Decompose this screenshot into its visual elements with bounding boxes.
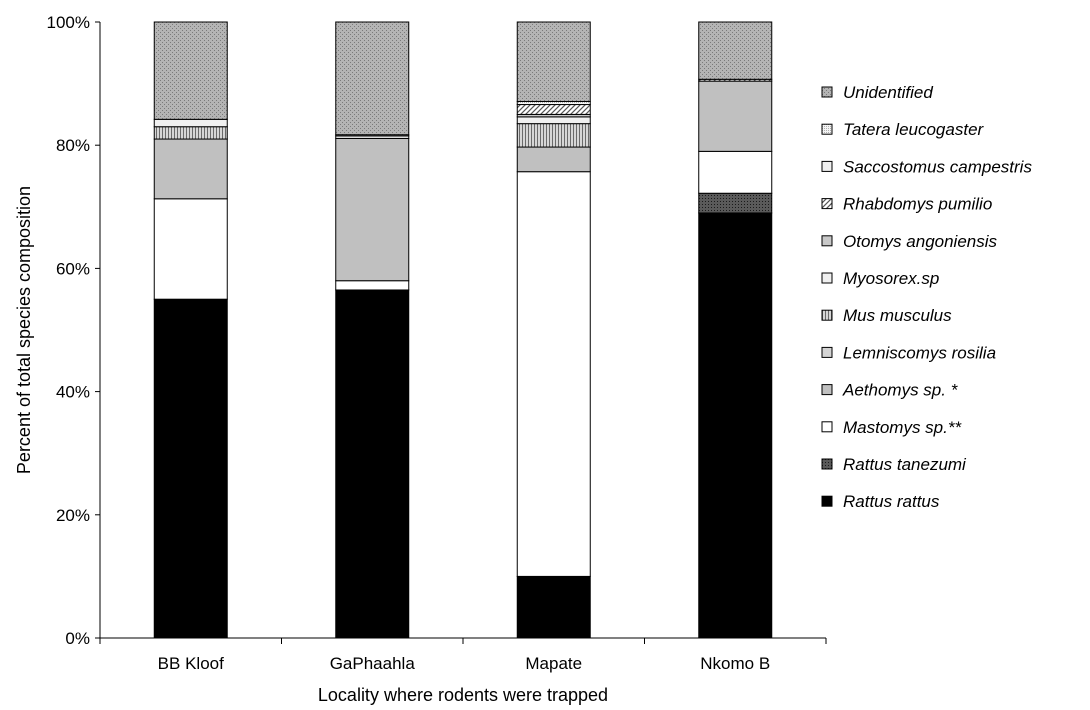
bar-segment <box>153 21 228 120</box>
legend-label: Saccostomus campestris <box>843 157 1032 176</box>
y-tick-label: 100% <box>47 13 90 32</box>
bar-segment <box>516 123 591 148</box>
legend-label: Rattus rattus <box>843 492 940 511</box>
bar-segment <box>335 137 410 282</box>
legend-label: Mastomys sp.** <box>843 418 962 437</box>
bar-segment <box>698 212 773 639</box>
y-tick-label: 40% <box>56 383 90 402</box>
y-tick-label: 0% <box>65 629 90 648</box>
legend-label: Myosorex.sp <box>843 269 939 288</box>
legend-swatch <box>821 421 833 433</box>
bar-segment <box>516 171 591 577</box>
bar-segment <box>335 280 410 291</box>
legend-swatch <box>821 160 833 172</box>
legend-label: Tatera leucogaster <box>843 120 985 139</box>
y-tick-label: 60% <box>56 259 90 278</box>
legend-swatch <box>821 86 833 98</box>
bar-segment <box>153 198 228 300</box>
bar-segment <box>698 150 773 194</box>
x-tick-label: GaPhaahla <box>330 654 416 673</box>
y-tick-label: 80% <box>56 136 90 155</box>
legend-swatch <box>821 123 833 135</box>
bar-segment <box>698 80 773 152</box>
bar-segment <box>153 118 228 128</box>
bars-layer <box>153 21 773 639</box>
bar-segment <box>698 192 773 214</box>
bar-segment <box>516 146 591 173</box>
x-axis-title: Locality where rodents were trapped <box>318 685 608 705</box>
legend-label: Unidentified <box>843 83 933 102</box>
legend-swatch <box>821 309 833 321</box>
bar-segment <box>335 289 410 639</box>
y-tick-label: 20% <box>56 506 90 525</box>
x-tick-label: Nkomo B <box>700 654 770 673</box>
x-tick-label: Mapate <box>525 654 582 673</box>
legend-label: Otomys angoniensis <box>843 232 998 251</box>
bar-segment <box>153 298 228 639</box>
bar-segment <box>516 21 591 102</box>
bar-segment <box>516 116 591 125</box>
legend-label: Lemniscomys rosilia <box>843 343 996 362</box>
legend-swatch <box>821 235 833 247</box>
bar-segment <box>516 575 591 639</box>
bar-segment <box>516 104 591 115</box>
legend-label: Aethomys sp. * <box>842 381 959 400</box>
legend-label: Rattus tanezumi <box>843 455 967 474</box>
legend-swatch <box>821 495 833 507</box>
bar-segment <box>153 138 228 200</box>
y-axis-title: Percent of total species composition <box>14 186 34 474</box>
legend-swatch <box>821 198 833 210</box>
legend-swatch <box>821 384 833 396</box>
legend-swatch <box>821 346 833 358</box>
legend-swatch <box>821 458 833 470</box>
legend-swatch <box>821 272 833 284</box>
bar-segment <box>335 21 410 136</box>
legend: Unidentified Tatera leucogaster Saccostomu… <box>821 83 1032 511</box>
axes-layer: 0% 20% 40% 60% 80% 100% BB Kloof GaPhaahla Mapat… <box>47 13 827 673</box>
legend-label: Rhabdomys pumilio <box>843 195 992 214</box>
x-tick-label: BB Kloof <box>158 654 224 673</box>
legend-label: Mus musculus <box>843 306 952 325</box>
bar-segment <box>698 21 773 80</box>
bar-segment <box>153 126 228 140</box>
